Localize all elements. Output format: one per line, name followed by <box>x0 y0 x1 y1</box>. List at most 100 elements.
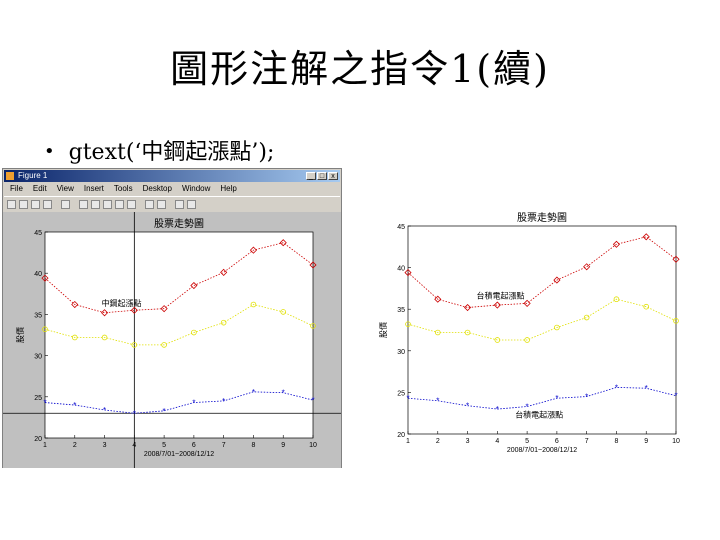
series-0-point <box>463 303 472 312</box>
y-tick-label: 40 <box>34 271 42 278</box>
x-tick-label: 5 <box>525 438 529 445</box>
series-0-point <box>130 306 138 314</box>
y-tick-label: 25 <box>34 395 42 402</box>
data-cursor-icon[interactable] <box>127 200 136 209</box>
series-0-point <box>404 269 412 277</box>
zoom-out-icon[interactable] <box>91 200 100 209</box>
bullet-item: • gtext(‘中鋼起漲點’); <box>44 134 274 166</box>
series-0-point <box>642 233 650 241</box>
x-tick-label: 7 <box>585 438 589 445</box>
series-0-point <box>672 255 680 263</box>
colorbar-icon[interactable] <box>145 200 154 209</box>
series-0-point <box>249 246 258 254</box>
series-0-point <box>434 295 442 303</box>
menu-view[interactable]: View <box>56 184 74 193</box>
series-2-point: * <box>73 401 76 410</box>
plot-area[interactable] <box>407 225 677 435</box>
series-1-point <box>280 309 287 315</box>
pan-icon[interactable] <box>103 200 112 209</box>
pointer-icon[interactable] <box>61 200 70 209</box>
series-1-point <box>643 303 650 310</box>
series-0-point <box>160 305 168 313</box>
window-title: Figure 1 <box>18 171 48 180</box>
rotate-icon[interactable] <box>115 200 124 209</box>
y-tick-label: 45 <box>397 224 405 231</box>
series-1-point <box>673 318 679 324</box>
series-0-point <box>41 274 49 282</box>
series-0-point <box>71 300 79 309</box>
menu-tools[interactable]: Tools <box>113 184 133 193</box>
series-2-point: * <box>526 403 529 412</box>
plot-area[interactable] <box>44 231 314 439</box>
series-2-point: * <box>192 399 195 408</box>
chart-title: 股票走勢圖 <box>517 212 567 224</box>
chart-left: 股票走勢圖202530354045123456789102008/7/01~20… <box>3 212 341 468</box>
x-axis-label: 2008/7/01~2008/12/12 <box>507 447 577 454</box>
series-2-point: * <box>311 396 314 405</box>
series-1-point <box>310 323 316 329</box>
series-0-point <box>523 299 531 307</box>
x-tick-label: 5 <box>162 442 166 449</box>
series-1-line <box>407 298 677 341</box>
series-1-point <box>220 319 227 326</box>
window-titlebar[interactable]: Figure 1 _ □ x <box>4 170 340 182</box>
series-2-point: * <box>222 397 225 406</box>
series-2-point: * <box>466 402 469 411</box>
maximize-button[interactable]: □ <box>317 172 327 180</box>
x-tick-label: 9 <box>644 438 648 445</box>
y-tick-label: 20 <box>34 436 42 443</box>
y-tick-label: 30 <box>397 349 405 356</box>
zoom-in-icon[interactable] <box>79 200 88 209</box>
series-1-point <box>71 334 78 341</box>
series-1-point <box>554 324 560 331</box>
series-0-point <box>583 263 591 271</box>
series-1-point <box>161 342 167 348</box>
open-folder-icon[interactable] <box>19 200 28 209</box>
x-tick-label: 7 <box>222 442 226 449</box>
hide-plot-tools-icon[interactable] <box>175 200 184 209</box>
menu-file[interactable]: File <box>10 184 23 193</box>
x-tick-label: 2 <box>436 438 440 445</box>
y-tick-label: 35 <box>34 312 42 319</box>
y-tick-label: 45 <box>34 230 42 237</box>
menu-edit[interactable]: Edit <box>32 184 47 193</box>
bullet-dot: • <box>44 141 55 162</box>
series-2-point: * <box>103 406 106 415</box>
series-2-point: * <box>555 394 558 403</box>
y-tick-label: 30 <box>34 354 42 361</box>
x-tick-label: 4 <box>495 438 499 445</box>
menu-window[interactable]: Window <box>181 184 211 193</box>
series-2-point: * <box>674 392 677 401</box>
series-1-point <box>250 301 257 308</box>
y-axis-label: 股價 <box>379 322 388 338</box>
save-icon[interactable] <box>31 200 40 209</box>
series-0-point <box>220 268 228 276</box>
legend-icon[interactable] <box>157 200 166 209</box>
menu-desktop[interactable]: Desktop <box>142 184 172 193</box>
series-1-point <box>524 337 530 343</box>
bullet-text: gtext(‘中鋼起漲點’); <box>68 140 275 165</box>
new-file-icon[interactable] <box>7 200 16 209</box>
slide-title: 圖形注解之指令1(續) <box>170 47 550 91</box>
show-plot-tools-icon[interactable] <box>187 200 196 209</box>
x-tick-label: 2 <box>73 442 77 449</box>
print-icon[interactable] <box>43 200 52 209</box>
menu-help[interactable]: Help <box>220 184 237 193</box>
y-tick-label: 35 <box>397 307 405 314</box>
series-1-point <box>405 321 411 327</box>
x-tick-label: 10 <box>672 438 680 445</box>
menu-insert[interactable]: Insert <box>83 184 104 193</box>
close-button[interactable]: x <box>328 172 338 180</box>
x-tick-label: 1 <box>406 438 410 445</box>
series-0-point <box>612 240 621 248</box>
series-0-point <box>553 276 561 284</box>
series-0-point <box>100 309 109 317</box>
series-1-point <box>434 329 441 336</box>
chart-title: 股票走勢圖 <box>154 217 204 230</box>
x-tick-label: 3 <box>103 442 107 449</box>
annotation-label: 台積電起漲點 <box>515 409 563 419</box>
x-tick-label: 10 <box>309 442 317 449</box>
series-1-point <box>613 296 620 303</box>
minimize-button[interactable]: _ <box>306 172 316 180</box>
